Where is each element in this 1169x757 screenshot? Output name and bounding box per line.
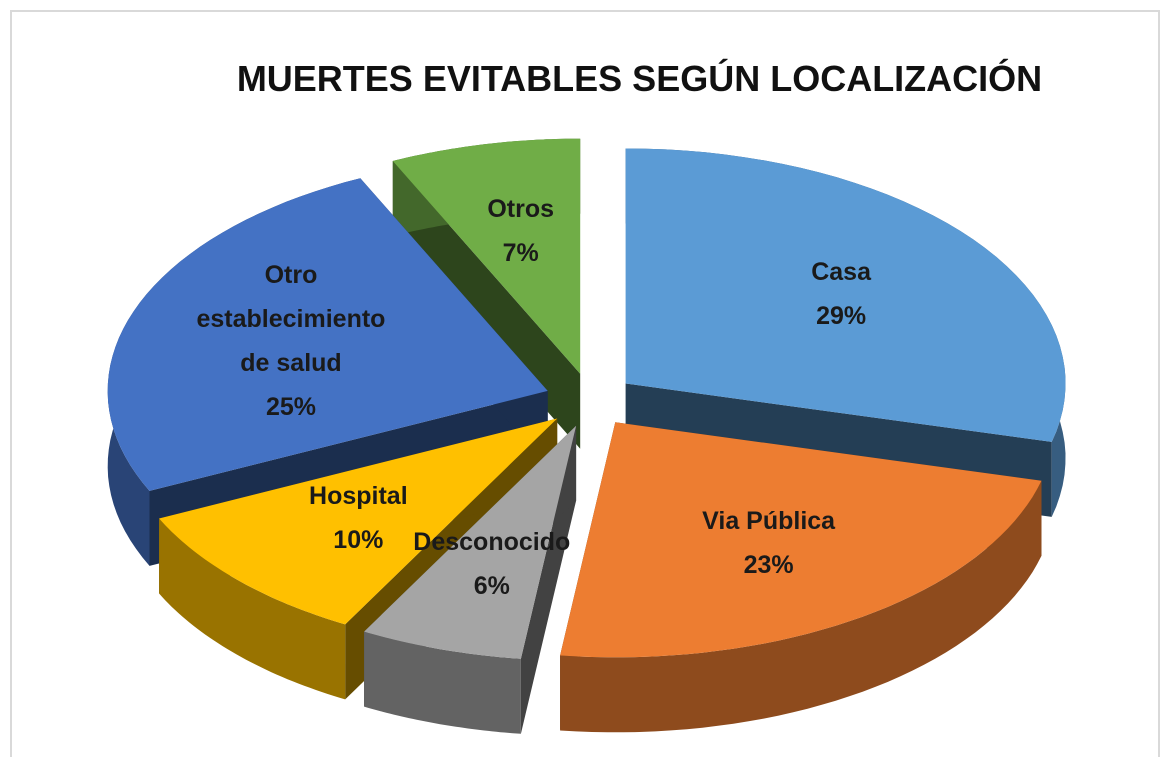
slice-side [364,631,521,734]
category-label: Via Pública [702,506,836,535]
slice-side [560,480,1042,733]
slice [107,178,548,491]
category-label: Desconocido [413,528,571,557]
value-label: 25% [265,393,316,422]
data-label: Hospital 10% [263,474,453,562]
slice-side [159,518,346,700]
value-label: 23% [743,550,794,579]
slice [392,138,581,374]
data-label: Desconocido 6% [397,520,587,608]
data-label: Otros 7% [426,187,616,275]
category-label: Otros [487,195,555,224]
data-label: Via Pública 23% [674,499,864,587]
slice [560,422,1042,658]
chart-frame [10,10,1160,757]
category-label: Otro establecimiento de salud [196,261,386,378]
category-label: Hospital [309,482,408,511]
value-label: 7% [502,239,539,268]
slice [159,418,558,625]
value-label: 29% [816,302,867,331]
data-label: Casa 29% [746,250,936,338]
category-label: Casa [811,258,871,287]
value-label: 10% [333,526,384,555]
data-label: Otro establecimiento de salud 25% [196,253,386,429]
slice [364,425,577,659]
value-label: 6% [473,572,510,601]
slice [625,148,1066,442]
chart-title: MUERTES EVITABLES SEGÚN LOCALIZACIÓN [236,58,1043,99]
